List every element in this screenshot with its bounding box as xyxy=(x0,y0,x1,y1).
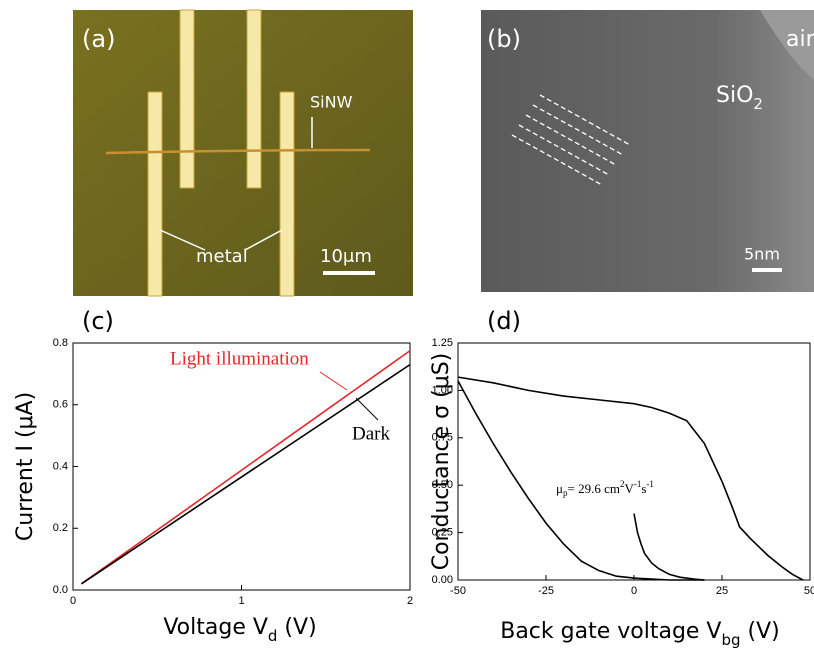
legend-label: Dark xyxy=(352,423,390,444)
chart: (c) 0 1 2 0.0 0.2 0.4 0.6 0.8 Voltage Vd (V) Curre… xyxy=(13,307,413,645)
legend-label: Light illumination xyxy=(170,348,309,369)
y-axis-label: Conductance σ (μS) xyxy=(429,353,454,571)
y-tick-label: 0.0 xyxy=(53,584,68,596)
panel-label: (a) xyxy=(82,25,115,53)
x-tick-label: -50 xyxy=(450,585,466,597)
series-line xyxy=(634,514,704,580)
annotation: SiNW xyxy=(310,93,353,112)
annotation: 10μm xyxy=(320,246,372,267)
electrode xyxy=(280,92,294,296)
x-axis-label-sub: d xyxy=(268,627,278,645)
annotation: metal xyxy=(196,246,248,267)
series-line xyxy=(458,377,803,580)
x-axis-label: Voltage Vd (V) xyxy=(163,615,316,645)
pointer xyxy=(356,398,378,420)
panel-a: (a) SiNW metal 10μm xyxy=(73,10,413,296)
annotation-part: = 29.6 cm xyxy=(567,481,619,496)
x-axis-label-unit: (V) xyxy=(741,619,780,644)
x-axis-label-unit: (V) xyxy=(277,615,316,640)
annotation: μp= 29.6 cm2V-1s-1 xyxy=(556,479,654,498)
annotation: 5nm xyxy=(744,245,780,264)
x-tick-label: 0 xyxy=(70,595,76,607)
series-line xyxy=(81,351,410,584)
y-tick-label: 0.00 xyxy=(432,574,453,586)
y-tick-label: 1.25 xyxy=(432,337,453,349)
panel-label: (b) xyxy=(487,25,521,53)
x-axis-label-text: Back gate voltage V xyxy=(500,619,721,644)
electrode xyxy=(180,10,194,188)
annotation-part: μ xyxy=(556,481,563,496)
x-tick-label: 50 xyxy=(804,585,814,597)
x-tick-label: 2 xyxy=(407,595,413,607)
pointer xyxy=(320,372,347,390)
panel-label: (c) xyxy=(82,307,114,335)
x-tick-label: 25 xyxy=(716,585,728,597)
figure: (a) SiNW metal 10μm (b) air SiO2 5nm (c)… xyxy=(0,0,814,650)
annotation: air xyxy=(786,27,814,52)
electrode xyxy=(247,10,261,188)
panel-b: (b) air SiO2 5nm xyxy=(481,10,814,292)
panel-label: (d) xyxy=(487,307,521,335)
x-tick-label: 1 xyxy=(238,595,244,607)
y-tick-label: 0.4 xyxy=(53,460,68,472)
x-tick-label: 0 xyxy=(631,585,637,597)
annotation-part: -1 xyxy=(634,479,642,489)
x-axis-label-text: Voltage V xyxy=(163,615,268,640)
plot-frame xyxy=(73,343,410,590)
x-axis-label-sub: bg xyxy=(721,631,740,649)
x-axis-label: Back gate voltage Vbg (V) xyxy=(500,619,780,649)
y-tick-label: 0.2 xyxy=(53,522,68,534)
y-tick-label: 0.6 xyxy=(53,399,68,411)
electrode xyxy=(148,92,162,296)
series-line xyxy=(81,365,410,584)
page: (a) SiNW metal 10μm (b) air SiO2 5nm (c)… xyxy=(0,0,814,654)
annotation-part: -1 xyxy=(646,479,654,489)
x-tick-label: -25 xyxy=(538,585,554,597)
y-axis-label: Current I (μA) xyxy=(13,392,38,541)
y-tick-label: 0.8 xyxy=(53,337,68,349)
